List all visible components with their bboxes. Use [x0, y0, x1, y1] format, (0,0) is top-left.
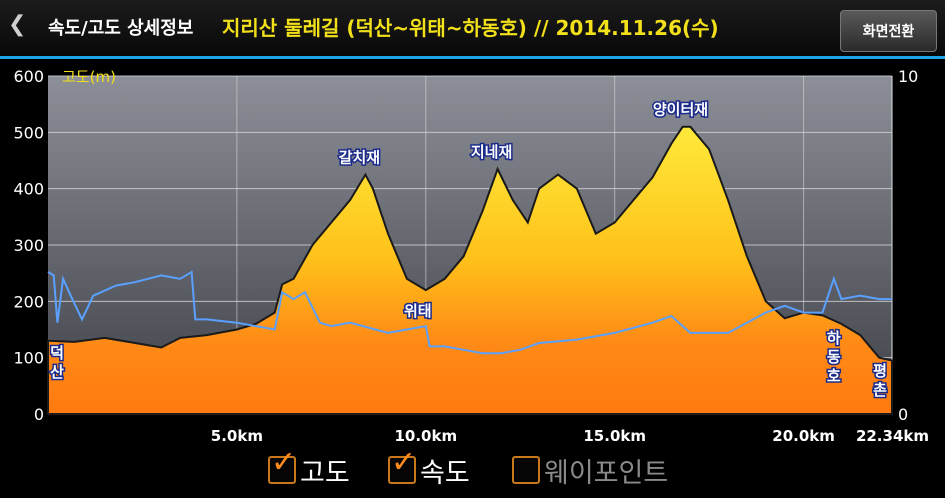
right-tick-label: 10 [898, 67, 918, 86]
place-label: 하 [827, 329, 841, 347]
elevation-speed-chart: 0 100 200 300 400 500 600 0 10 5.0km 10.0km 15.0k… [13, 67, 929, 445]
left-tick-label: 100 [13, 349, 44, 368]
left-tick-label: 400 [13, 180, 44, 199]
header-bar [0, 0, 945, 58]
place-label: 호 [827, 367, 841, 385]
peak-label: 갈치재 [339, 149, 380, 167]
check-icon: ✓ [271, 445, 297, 480]
x-tick-label: 15.0km [583, 427, 646, 445]
peak-label: 위태 [404, 302, 432, 320]
legend-elevation-label: 고도 [300, 457, 350, 489]
checkbox-speed[interactable]: ✓ [388, 448, 416, 484]
place-label: 덕 [50, 344, 64, 362]
checkbox-elevation[interactable]: ✓ [268, 448, 296, 484]
left-tick-label: 600 [13, 67, 44, 86]
check-icon: ✓ [391, 445, 417, 480]
left-axis-label: 고도(m) [62, 68, 116, 86]
legend-waypoint[interactable]: 웨이포인트 [512, 452, 669, 489]
switch-view-button[interactable]: 화면전환 [840, 10, 937, 52]
left-tick-label: 0 [34, 405, 44, 424]
page-title: 속도/고도 상세정보 [48, 18, 194, 39]
x-tick-label: 10.0km [394, 427, 457, 445]
peak-label: 지네재 [471, 143, 512, 161]
right-axis: 0 10 [898, 67, 918, 424]
right-tick-label: 0 [898, 405, 908, 424]
elevation-area [47, 125, 893, 415]
peak-label: 양이터재 [653, 101, 708, 119]
place-label: 평 [873, 362, 887, 380]
place-label: 동 [827, 348, 841, 366]
back-icon[interactable]: ❮ [8, 12, 27, 37]
checkbox-waypoint[interactable] [512, 456, 540, 484]
header-accent-line [0, 56, 945, 59]
legend-speed[interactable]: ✓ 속도 [388, 448, 470, 489]
x-axis: 5.0km 10.0km 15.0km 20.0km 22.34km [211, 427, 929, 445]
speed-line [47, 270, 892, 355]
left-axis: 0 100 200 300 400 500 600 [13, 67, 44, 424]
x-tick-label: 22.34km [856, 427, 929, 445]
trail-title: 지리산 둘레길 (덕산~위태~하동호) // 2014.11.26(수) [222, 16, 719, 40]
left-tick-label: 200 [13, 292, 44, 311]
legend-speed-label: 속도 [420, 457, 470, 489]
left-tick-label: 300 [13, 236, 44, 255]
x-tick-label: 20.0km [772, 427, 835, 445]
place-label: 촌 [873, 381, 887, 399]
legend-elevation[interactable]: ✓ 고도 [268, 448, 350, 489]
x-tick-label: 5.0km [211, 427, 263, 445]
legend-waypoint-label: 웨이포인트 [544, 457, 669, 489]
left-tick-label: 500 [13, 123, 44, 142]
place-label: 산 [50, 363, 64, 381]
